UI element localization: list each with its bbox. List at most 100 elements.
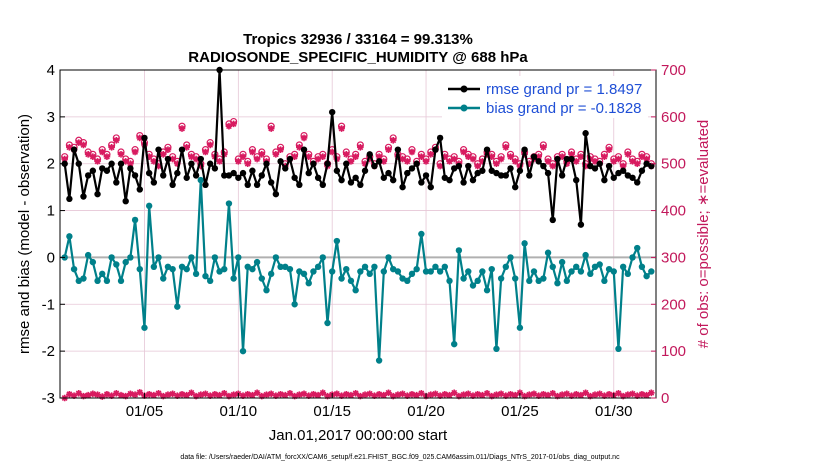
bias-point-57: [328, 268, 336, 275]
obs-low-marker-26: [183, 391, 191, 399]
obs-low-marker-39: [244, 390, 252, 398]
obs-evaluated-marker-59: [338, 125, 345, 132]
bias-point-41: [253, 258, 261, 266]
bias-point-46: [277, 263, 284, 270]
y-right-axis-ticks: 0 100 200 300 400 500 600 700: [651, 62, 686, 407]
obs-evaluated-marker-30: [202, 148, 209, 156]
y-left-tick-label-0: -3: [42, 390, 55, 407]
obs-low-marker-124: [643, 391, 650, 399]
obs-evaluated-marker-9: [103, 153, 111, 160]
obs-evaluated-marker-37: [235, 158, 242, 165]
obs-low-marker-42: [258, 392, 266, 400]
obs-low-marker-100: [530, 390, 538, 398]
bias-point-67: [375, 357, 383, 364]
bias-point-84: [455, 247, 463, 254]
bias-point-26: [183, 265, 190, 273]
obs-evaluated-marker-27: [188, 153, 195, 160]
obs-low-marker-98: [521, 392, 528, 400]
bias-point-63: [357, 268, 364, 275]
rmse-point-30: [202, 181, 209, 188]
bias-point-118: [615, 345, 622, 352]
obs-low-marker-38: [239, 392, 247, 399]
obs-low-marker-89: [479, 391, 486, 399]
bias-point-68: [380, 268, 388, 275]
obs-evaluated-marker-113: [591, 158, 599, 165]
bias-point-110: [577, 268, 585, 275]
bias-point-30: [202, 272, 209, 280]
obs-evaluated-marker-14: [127, 160, 134, 168]
obs-low-marker-3: [75, 390, 83, 397]
obs-evaluated-marker-92: [493, 160, 500, 168]
obs-evaluated-marker-68: [380, 158, 388, 165]
rmse-point-40: [249, 167, 256, 174]
bias-point-54: [314, 263, 322, 270]
chart-title-line2: RADIOSONDE_SPECIFIC_HUMIDITY @ 688 hPa: [188, 49, 528, 66]
bias-point-59: [338, 275, 345, 282]
rmse-point-72: [399, 183, 406, 191]
obs-low-marker-43: [263, 391, 270, 399]
rmse-point-97: [516, 167, 524, 174]
obs-evaluated-marker-106: [558, 153, 566, 160]
bias-point-109: [573, 263, 580, 270]
obs-evaluated-marker-73: [403, 158, 411, 165]
obs-low-marker-76: [418, 390, 425, 397]
obs-low-marker-45: [272, 392, 280, 399]
rmse-point-98: [521, 146, 528, 153]
rmse-point-123: [638, 167, 646, 174]
obs-low-marker-69: [385, 389, 392, 397]
obs-evaluated-marker-74: [408, 148, 416, 156]
obs-low-marker-79: [432, 390, 439, 398]
obs-low-marker-109: [572, 390, 580, 398]
bias-point-69: [385, 254, 392, 261]
obs-low-marker-49: [291, 392, 298, 400]
obs-low-marker-46: [277, 390, 284, 398]
obs-evaluated-marker-116: [605, 146, 613, 153]
rmse-point-23: [169, 181, 176, 188]
obs-low-marker-118: [615, 390, 622, 397]
bias-point-89: [479, 268, 486, 275]
rmse-point-9: [103, 167, 111, 174]
obs-low-marker-29: [197, 391, 205, 399]
bias-point-35: [225, 200, 233, 207]
obs-evaluated-marker-45: [272, 151, 280, 158]
obs-low-marker-72: [399, 390, 406, 398]
rmse-point-56: [324, 160, 331, 167]
obs-low-marker-87: [469, 392, 477, 399]
obs-low-marker-14: [127, 390, 134, 398]
obs-low-marker-19: [150, 391, 158, 399]
obs-low-marker-56: [324, 392, 331, 400]
bias-point-51: [300, 270, 308, 278]
bias-point-83: [451, 340, 458, 348]
obs-evaluated-marker-63: [357, 144, 364, 151]
obs-low-marker-86: [464, 390, 472, 398]
bias-point-76: [418, 230, 425, 238]
obs-low-marker-111: [582, 389, 589, 397]
obs-low-marker-73: [403, 392, 411, 399]
obs-low-series: [61, 389, 655, 402]
bias-point-23: [169, 265, 176, 273]
obs-evaluated-marker-44: [267, 125, 275, 132]
obs-evaluated-marker-11: [113, 136, 120, 144]
y-left-tick-label-6: 3: [47, 109, 55, 126]
obs-evaluated-marker-62: [352, 153, 359, 160]
rmse-point-44: [267, 179, 275, 186]
rmse-point-54: [314, 174, 322, 181]
rmse-point-64: [361, 167, 369, 174]
rmse-point-96: [512, 183, 519, 191]
rmse-point-48: [286, 155, 294, 163]
rmse-point-63: [357, 181, 364, 188]
y-left-tick-label-3: 0: [47, 249, 55, 266]
obs-low-marker-120: [624, 391, 632, 399]
legend-rmse-label: rmse grand pr = 1.8497: [486, 81, 642, 98]
rmse-point-93: [497, 172, 505, 179]
obs-evaluated-marker-70: [389, 136, 397, 144]
obs-low-marker-103: [544, 391, 552, 399]
rmse-point-12: [117, 160, 125, 167]
rmse-point-107: [563, 155, 571, 163]
bias-point-28: [192, 270, 200, 278]
bias-point-117: [610, 268, 617, 275]
obs-low-marker-62: [352, 390, 359, 397]
obs-evaluated-marker-86: [464, 153, 472, 160]
obs-evaluated-marker-87: [469, 155, 477, 163]
bias-point-97: [516, 324, 524, 331]
